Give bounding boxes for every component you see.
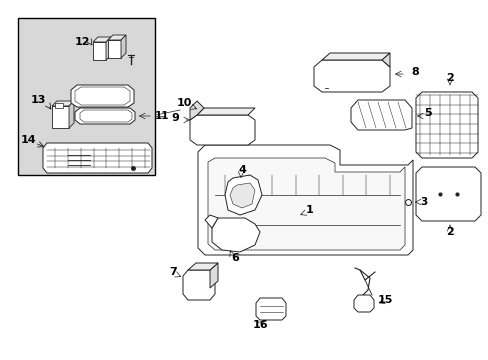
Polygon shape (353, 295, 373, 312)
Polygon shape (198, 145, 412, 255)
Text: 1: 1 (305, 205, 313, 215)
Polygon shape (256, 298, 285, 320)
Bar (18, 18, 155, 175)
Text: 9: 9 (171, 113, 179, 123)
Polygon shape (108, 40, 121, 58)
Text: 8: 8 (410, 67, 418, 77)
Polygon shape (93, 37, 111, 42)
Text: 6: 6 (231, 253, 239, 263)
Polygon shape (350, 100, 411, 130)
Polygon shape (52, 101, 74, 106)
Polygon shape (71, 85, 134, 107)
Text: 3: 3 (420, 197, 427, 207)
Polygon shape (212, 218, 260, 252)
Polygon shape (415, 92, 477, 158)
Text: 2: 2 (445, 73, 453, 83)
Polygon shape (93, 42, 106, 60)
Polygon shape (190, 115, 254, 145)
Text: 4: 4 (238, 165, 245, 175)
Polygon shape (69, 101, 74, 128)
Text: 13: 13 (30, 95, 45, 105)
Polygon shape (52, 106, 69, 128)
Polygon shape (121, 35, 126, 58)
Polygon shape (43, 143, 152, 173)
Polygon shape (187, 263, 218, 270)
Text: 15: 15 (377, 295, 392, 305)
Bar (55, 103, 63, 108)
Polygon shape (75, 108, 135, 124)
Polygon shape (229, 183, 254, 208)
Polygon shape (106, 37, 111, 60)
Polygon shape (415, 167, 480, 221)
Polygon shape (209, 263, 218, 288)
Polygon shape (197, 108, 254, 115)
Text: 11: 11 (154, 111, 169, 121)
Polygon shape (108, 35, 126, 40)
Text: 14: 14 (20, 135, 36, 145)
Text: 7: 7 (169, 267, 177, 277)
Polygon shape (381, 53, 389, 67)
Text: 10: 10 (176, 98, 191, 108)
Polygon shape (190, 101, 203, 120)
Text: 5: 5 (423, 108, 431, 118)
Text: 12: 12 (74, 37, 90, 47)
Polygon shape (207, 158, 404, 250)
Polygon shape (224, 175, 262, 215)
Polygon shape (204, 215, 218, 228)
Polygon shape (313, 60, 389, 92)
Text: 2: 2 (445, 227, 453, 237)
Polygon shape (321, 53, 389, 60)
Polygon shape (183, 270, 215, 300)
Text: 16: 16 (252, 320, 267, 330)
